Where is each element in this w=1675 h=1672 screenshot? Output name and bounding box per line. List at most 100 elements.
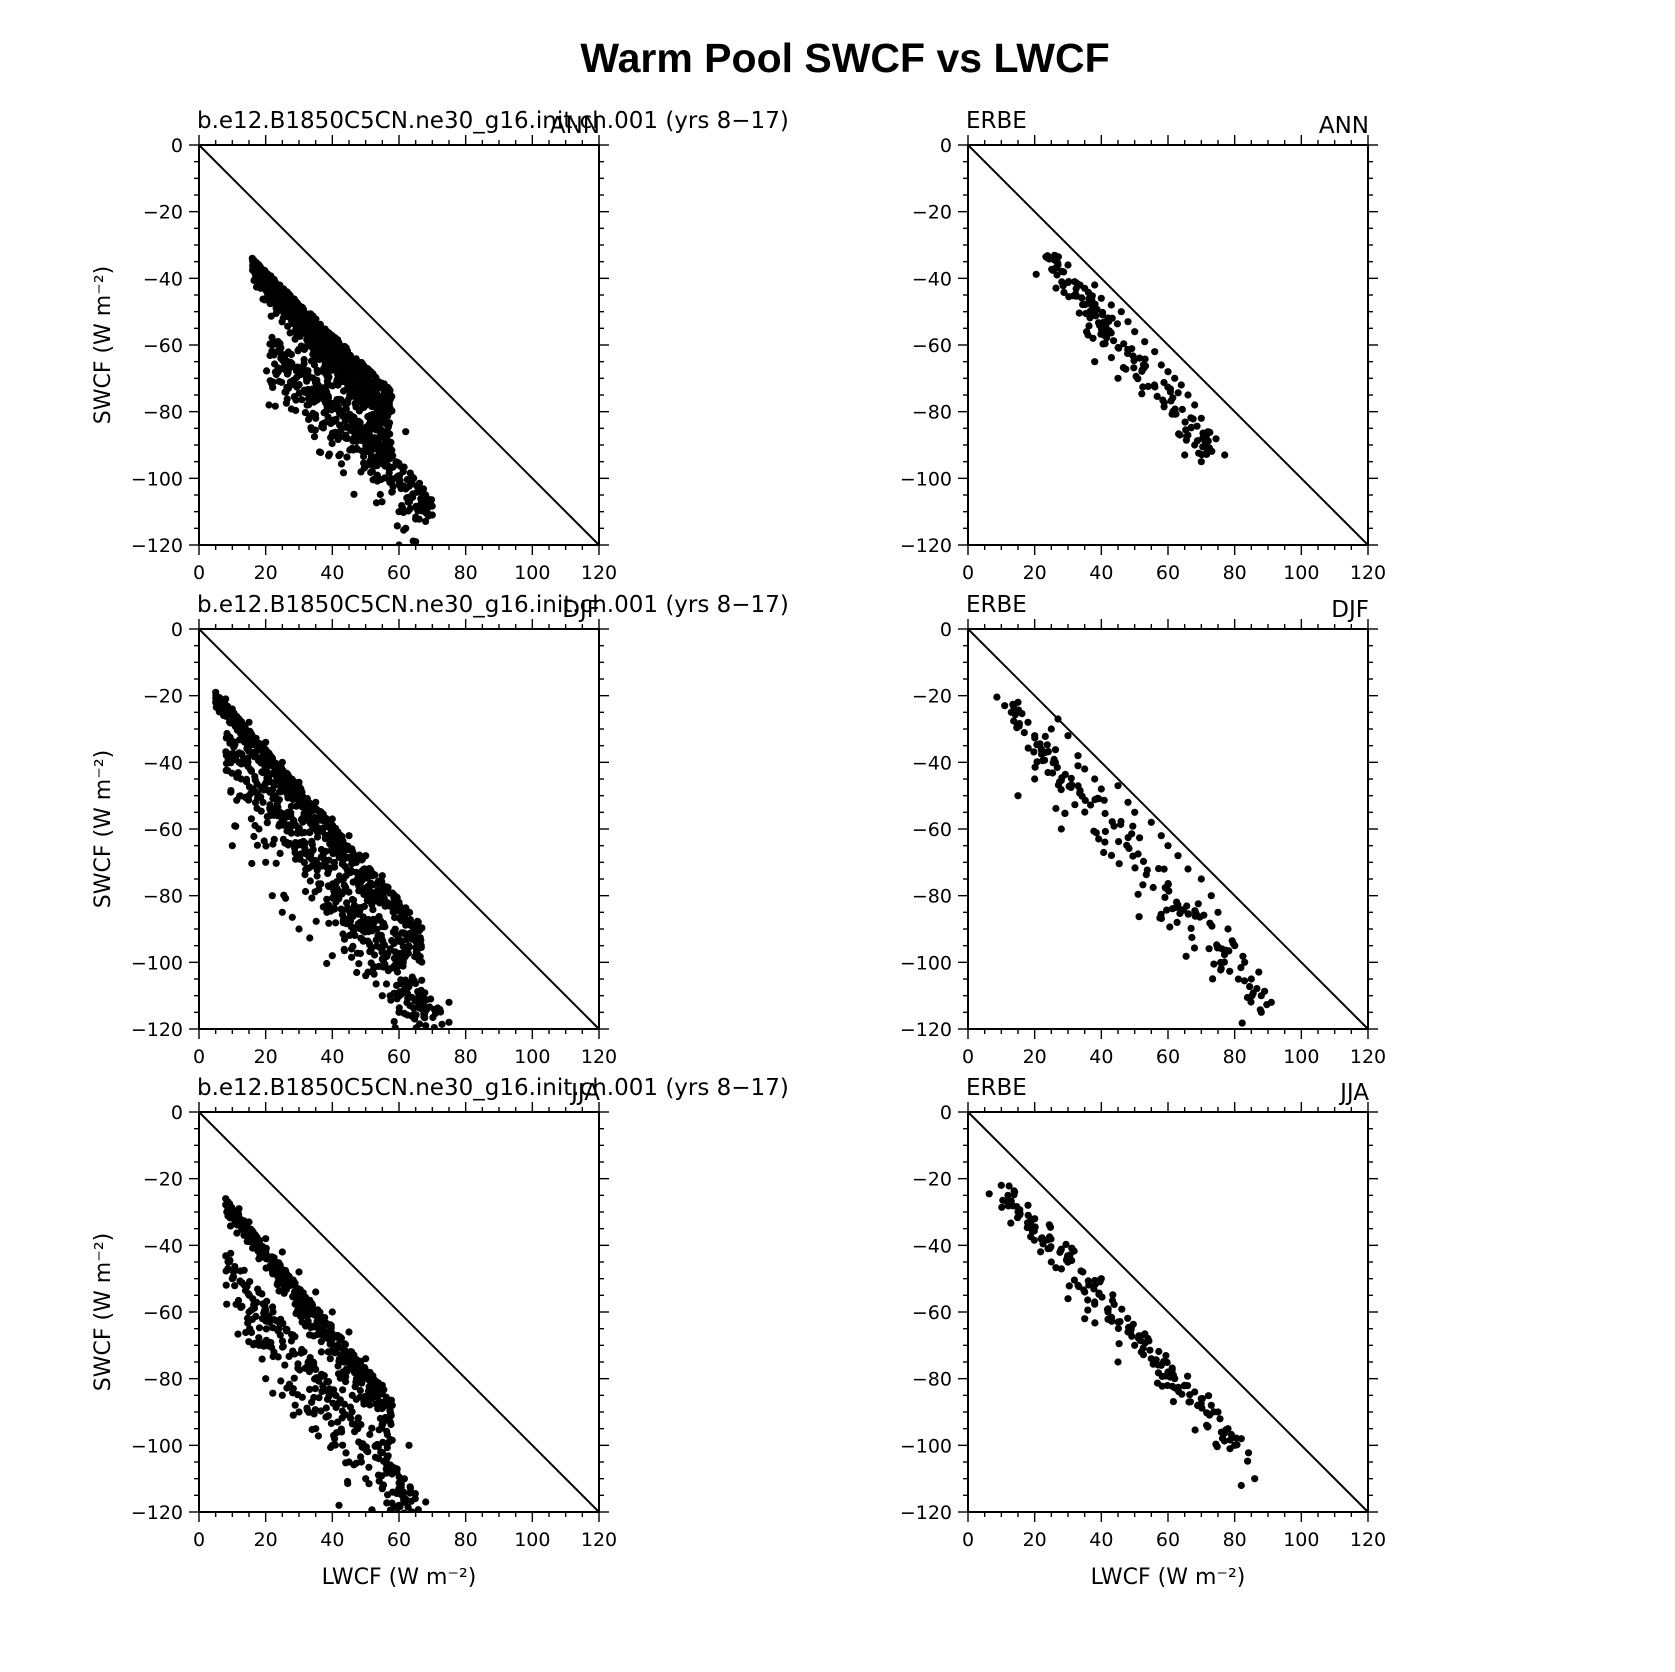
data-point [290, 841, 298, 849]
y-tick-label: 0 [171, 135, 183, 157]
data-point [1078, 792, 1086, 800]
data-point [1203, 1421, 1211, 1429]
data-point [338, 1414, 346, 1422]
data-point [418, 958, 426, 966]
data-point [1049, 759, 1057, 767]
data-point [1033, 741, 1041, 749]
data-point [399, 1493, 407, 1501]
data-point [283, 827, 291, 835]
data-point [266, 788, 274, 796]
data-point [295, 345, 303, 354]
data-point [346, 367, 354, 375]
data-point [253, 279, 261, 287]
data-point [1157, 361, 1165, 369]
data-point [1114, 1358, 1122, 1366]
data-point [391, 1031, 398, 1038]
data-point [352, 386, 360, 394]
data-point [411, 1490, 419, 1498]
panel-left-label: ERBE [966, 108, 1027, 134]
data-point [1136, 354, 1144, 362]
data-point [1110, 337, 1118, 345]
data-point [312, 1288, 320, 1296]
data-point [353, 364, 361, 372]
data-point [264, 291, 272, 299]
data-point [1119, 364, 1127, 372]
data-point [295, 1408, 303, 1416]
data-point [289, 1347, 297, 1355]
data-point [244, 754, 252, 763]
data-point [268, 758, 276, 766]
data-point [246, 727, 254, 736]
data-point [330, 1431, 338, 1440]
data-point [1030, 748, 1038, 756]
data-point [1088, 292, 1096, 300]
data-point [342, 434, 350, 442]
data-point [338, 1407, 347, 1415]
data-point [1047, 725, 1055, 733]
data-point [362, 364, 371, 372]
data-point [1135, 913, 1143, 921]
data-point [275, 300, 283, 308]
data-point [1226, 1445, 1234, 1453]
data-point [334, 1418, 342, 1426]
data-point [323, 908, 331, 916]
data-point [234, 714, 242, 723]
data-point [373, 942, 381, 950]
data-point [296, 302, 304, 310]
data-point [310, 351, 318, 359]
figure-title: Warm Pool SWCF vs LWCF [580, 35, 1109, 81]
data-point [1060, 288, 1068, 296]
data-point [372, 1517, 379, 1524]
data-point [224, 1198, 232, 1206]
data-point [269, 1308, 277, 1316]
data-point [400, 526, 408, 534]
data-point [388, 1499, 396, 1507]
data-point [292, 298, 300, 306]
data-point [1226, 1436, 1234, 1444]
data-point [357, 468, 365, 476]
data-point [237, 1303, 245, 1312]
data-point [303, 332, 312, 340]
y-tick-label: −40 [143, 752, 183, 774]
data-point [368, 1506, 376, 1512]
data-point [298, 1318, 306, 1326]
data-point [341, 418, 349, 426]
data-point [368, 1424, 376, 1432]
data-point [1261, 987, 1269, 995]
data-point [386, 387, 394, 395]
data-point [1203, 437, 1212, 445]
data-point [269, 794, 277, 802]
scatter-panel-4: 0 20 40 60 80 100 120 0 −20 −40 −60 −80 −100 −120 ERBE… [900, 592, 1386, 1068]
data-point [1207, 1401, 1215, 1409]
data-point [333, 843, 341, 851]
data-point [1197, 1400, 1205, 1408]
data-point [1188, 933, 1196, 942]
data-point [227, 1249, 235, 1257]
data-point [1217, 1428, 1225, 1436]
data-point [397, 463, 405, 471]
data-point [360, 1373, 368, 1381]
data-point [334, 398, 342, 406]
data-point [336, 1396, 344, 1404]
data-point [328, 952, 336, 960]
data-point [1195, 449, 1203, 457]
data-point [1145, 1337, 1153, 1345]
data-point [1161, 893, 1169, 902]
panel-left-label: ERBE [966, 592, 1027, 618]
data-point [378, 992, 386, 1000]
data-point [1244, 1457, 1252, 1465]
data-point [348, 930, 356, 938]
data-point [1212, 435, 1220, 443]
data-point [347, 923, 355, 931]
data-point [302, 374, 310, 382]
data-point [231, 1282, 239, 1290]
data-point [1091, 1300, 1099, 1308]
data-point [384, 462, 392, 470]
data-point [390, 1018, 398, 1026]
data-point [367, 371, 375, 379]
data-point [413, 1519, 420, 1526]
panel-right-label: JJA [569, 1080, 600, 1106]
reference-line [198, 144, 600, 546]
data-point [371, 461, 379, 469]
data-point [319, 355, 327, 363]
